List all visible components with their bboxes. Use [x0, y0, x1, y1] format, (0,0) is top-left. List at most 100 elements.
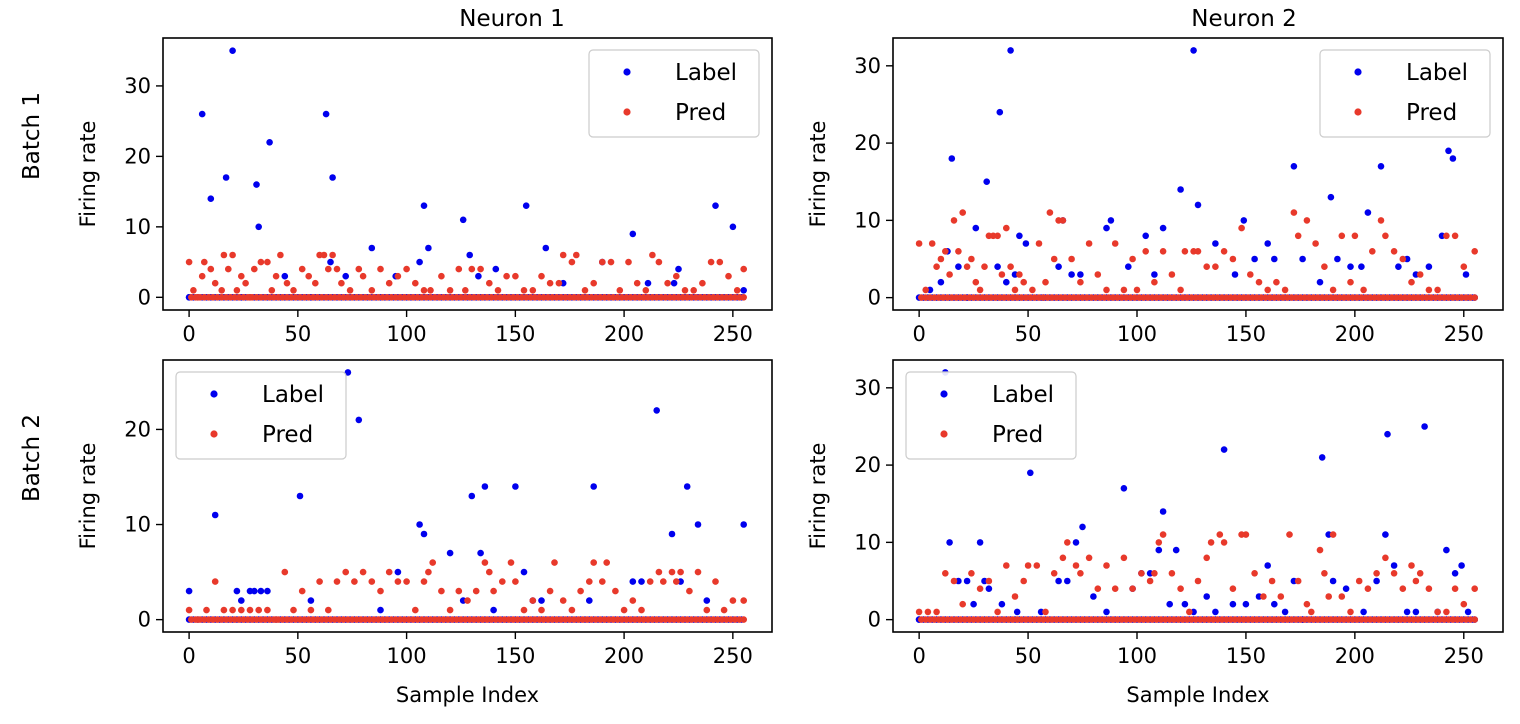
data-point-pred	[455, 587, 463, 595]
data-point-pred	[1077, 570, 1084, 577]
data-point-label	[937, 278, 945, 286]
data-point-pred	[620, 606, 628, 614]
data-point-pred	[1016, 271, 1023, 278]
data-point-label	[1212, 608, 1219, 616]
data-point-pred	[464, 597, 471, 604]
data-point-pred	[446, 287, 454, 294]
data-point-pred	[1273, 278, 1280, 286]
data-point-pred	[633, 279, 641, 287]
data-point-pred	[420, 287, 428, 294]
axes-frame	[892, 37, 1504, 311]
data-point-pred	[1369, 248, 1376, 255]
data-point-pred	[590, 279, 597, 287]
data-point-label	[377, 606, 384, 614]
data-point-pred	[486, 279, 493, 287]
data-point-pred	[290, 606, 297, 614]
y-axis-label: Firing rate	[806, 121, 830, 228]
data-point-pred	[1159, 248, 1167, 255]
data-point-pred	[1416, 271, 1424, 278]
data-point-pred	[1229, 585, 1237, 592]
series-pred	[185, 559, 747, 623]
data-point-pred	[1399, 585, 1407, 592]
data-point-pred	[1321, 570, 1328, 577]
data-point-label	[683, 483, 691, 490]
zero-row-pred	[918, 616, 1478, 623]
legend: Label Pred	[175, 371, 347, 460]
data-point-label	[729, 223, 737, 231]
data-point-label	[1172, 546, 1180, 554]
data-point-label	[1242, 600, 1250, 608]
x-tick-label: 50	[1015, 644, 1042, 668]
data-point-pred	[1412, 577, 1420, 585]
data-point-label	[629, 578, 637, 585]
legend-box	[1319, 49, 1491, 138]
data-point-pred	[707, 258, 715, 266]
legend-box	[175, 371, 347, 460]
data-point-label	[740, 287, 747, 294]
data-point-pred	[1177, 585, 1184, 592]
data-point-label	[264, 587, 271, 595]
data-point-pred	[342, 568, 350, 576]
data-point-pred	[1133, 286, 1141, 294]
data-point-label	[1445, 147, 1452, 155]
legend-label-pred: Pred	[262, 422, 313, 448]
data-point-pred	[468, 265, 476, 273]
data-point-pred	[320, 251, 328, 259]
data-point-label	[644, 279, 652, 287]
data-point-label	[996, 108, 1004, 116]
axes-frame	[162, 359, 773, 633]
data-point-pred	[338, 279, 345, 287]
data-point-pred	[529, 597, 537, 604]
data-point-pred	[972, 278, 980, 286]
data-point-pred	[520, 287, 528, 294]
data-point-label	[492, 265, 500, 273]
data-point-pred	[246, 606, 254, 614]
data-point-pred	[494, 287, 502, 294]
data-point-pred	[699, 279, 706, 287]
data-point-pred	[937, 255, 945, 263]
data-point-pred	[1003, 562, 1010, 569]
data-point-pred	[1460, 600, 1468, 608]
data-point-pred	[257, 258, 265, 266]
data-point-pred	[664, 279, 671, 287]
legend-marker-label	[1354, 68, 1362, 76]
data-point-pred	[729, 597, 737, 604]
data-point-label	[694, 521, 702, 528]
data-point-label	[1079, 523, 1086, 531]
data-point-pred	[1203, 263, 1210, 271]
data-point-label	[1318, 454, 1326, 461]
y-tick-label: 10	[854, 530, 881, 554]
data-point-pred	[238, 606, 245, 614]
data-point-label	[1425, 263, 1433, 271]
data-point-pred	[368, 578, 376, 585]
data-point-pred	[211, 578, 219, 585]
data-point-label	[394, 568, 402, 576]
legend-box	[588, 49, 760, 138]
data-point-pred	[740, 265, 747, 273]
data-point-pred	[264, 606, 271, 614]
data-point-pred	[642, 287, 650, 294]
data-point-label	[1055, 263, 1062, 271]
data-point-label	[955, 263, 962, 271]
data-point-pred	[1129, 585, 1136, 592]
panel-4: 0 50 100 150 200 250 0 10 20 30 Firing rate Sample …	[806, 359, 1504, 707]
x-tick-label: 0	[912, 322, 925, 346]
data-point-pred	[577, 587, 584, 595]
data-point-label	[1281, 608, 1289, 616]
data-point-pred	[1434, 286, 1441, 294]
data-point-pred	[599, 258, 606, 266]
data-point-pred	[538, 606, 545, 614]
data-point-pred	[1351, 232, 1359, 240]
data-point-label	[712, 202, 719, 209]
data-point-pred	[915, 240, 923, 247]
data-point-pred	[1425, 585, 1433, 592]
data-point-pred	[1146, 577, 1154, 585]
data-point-pred	[490, 587, 497, 595]
data-point-pred	[1068, 255, 1075, 263]
data-point-pred	[686, 587, 693, 595]
x-tick-label: 200	[604, 322, 644, 346]
data-point-pred	[438, 587, 445, 595]
data-point-pred	[1281, 286, 1289, 294]
data-point-pred	[251, 265, 258, 273]
